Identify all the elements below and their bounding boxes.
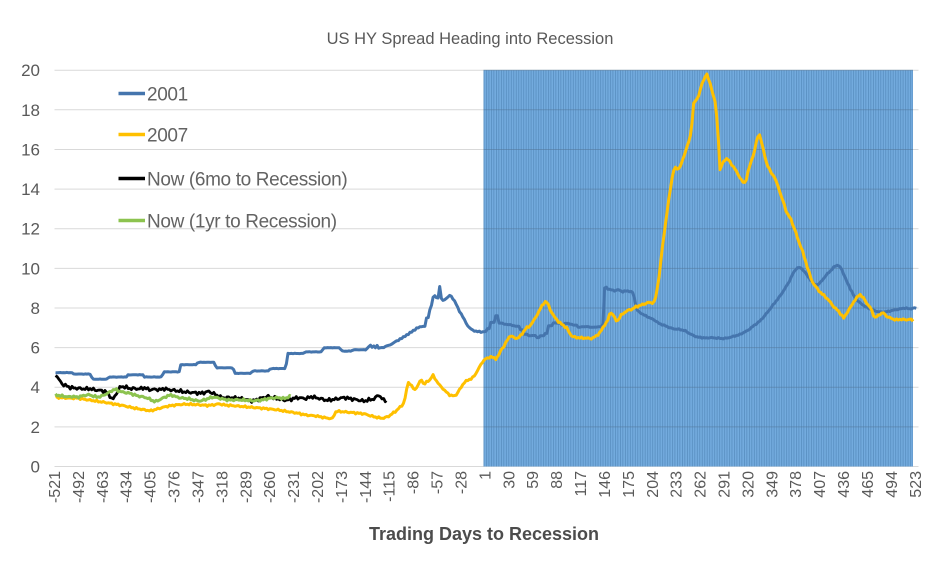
- svg-text:0: 0: [31, 458, 40, 477]
- svg-text:-28: -28: [454, 471, 471, 494]
- svg-text:-115: -115: [382, 471, 399, 502]
- svg-text:-173: -173: [334, 471, 351, 503]
- svg-text:2007: 2007: [147, 126, 188, 147]
- svg-text:465: 465: [860, 471, 877, 498]
- svg-text:Now (1yr to Recession): Now (1yr to Recession): [147, 212, 337, 233]
- svg-text:-231: -231: [286, 471, 303, 503]
- svg-text:-463: -463: [95, 471, 112, 503]
- svg-text:US HY Spread Heading into Rece: US HY Spread Heading into Recession: [327, 30, 614, 48]
- svg-text:378: 378: [788, 471, 805, 498]
- svg-text:-347: -347: [191, 471, 208, 503]
- svg-text:10: 10: [21, 259, 40, 278]
- svg-text:-57: -57: [430, 471, 447, 494]
- svg-text:30: 30: [501, 471, 518, 489]
- svg-text:291: 291: [717, 471, 734, 498]
- svg-text:-86: -86: [406, 471, 423, 494]
- svg-text:Now (6mo to Recession): Now (6mo to Recession): [147, 170, 347, 191]
- svg-text:16: 16: [21, 141, 40, 160]
- svg-text:4: 4: [31, 378, 40, 397]
- svg-text:320: 320: [740, 471, 757, 498]
- svg-text:59: 59: [525, 471, 542, 489]
- svg-text:6: 6: [31, 339, 40, 358]
- svg-text:14: 14: [21, 180, 40, 199]
- svg-text:-405: -405: [143, 471, 160, 503]
- svg-text:Trading Days to Recession: Trading Days to Recession: [369, 524, 599, 544]
- svg-text:204: 204: [645, 471, 662, 498]
- svg-text:-289: -289: [238, 471, 255, 503]
- svg-text:407: 407: [812, 471, 829, 498]
- svg-text:1: 1: [477, 471, 494, 480]
- svg-text:2: 2: [31, 418, 40, 437]
- svg-text:8: 8: [31, 299, 40, 318]
- svg-text:436: 436: [836, 471, 853, 498]
- svg-text:18: 18: [21, 101, 40, 120]
- svg-text:262: 262: [693, 471, 710, 498]
- svg-text:349: 349: [764, 471, 781, 498]
- svg-text:2001: 2001: [147, 85, 188, 106]
- svg-text:-202: -202: [310, 471, 327, 503]
- svg-text:-492: -492: [71, 471, 88, 503]
- svg-text:117: 117: [573, 471, 590, 497]
- svg-text:233: 233: [669, 471, 686, 498]
- svg-text:-144: -144: [358, 471, 375, 503]
- svg-text:523: 523: [908, 471, 925, 498]
- svg-text:12: 12: [21, 220, 40, 239]
- svg-text:20: 20: [21, 61, 40, 80]
- svg-text:-260: -260: [262, 471, 279, 503]
- svg-text:175: 175: [621, 471, 638, 498]
- svg-text:-318: -318: [214, 471, 231, 503]
- svg-text:146: 146: [597, 471, 614, 498]
- svg-text:-521: -521: [47, 471, 64, 503]
- svg-text:88: 88: [549, 471, 566, 489]
- svg-text:-434: -434: [119, 471, 136, 503]
- svg-text:-376: -376: [167, 471, 184, 503]
- svg-text:494: 494: [884, 471, 901, 498]
